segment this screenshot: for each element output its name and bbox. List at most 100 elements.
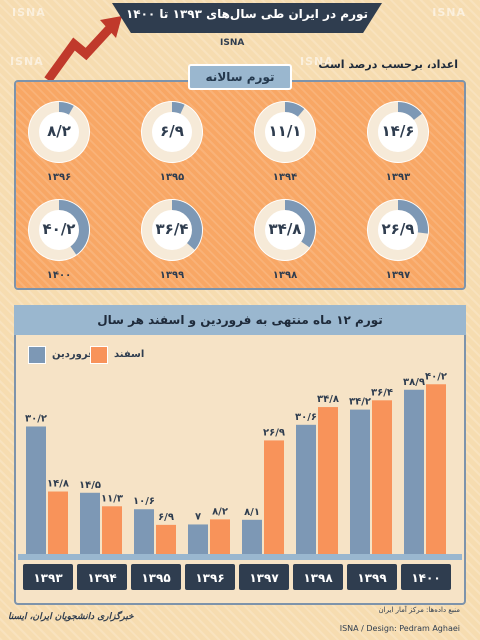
donut-year-0: ۱۳۹۳ [385, 172, 411, 183]
year-tab-3 [185, 564, 235, 590]
bar-esfand-2 [156, 524, 176, 554]
year-label-3: ۱۳۹۶ [195, 571, 224, 585]
year-tab-6 [347, 564, 397, 590]
donut-0 [367, 101, 429, 163]
year-label-0: ۱۳۹۳ [33, 571, 63, 585]
donut-year-5: ۱۳۹۸ [272, 270, 298, 281]
bar-esfand-6 [372, 400, 392, 554]
donut-value-2: ۶/۹ [160, 122, 184, 140]
donut-arc-1 [255, 102, 315, 162]
donut-year-7: ۱۴۰۰ [46, 270, 72, 281]
bar-label-esfand-6: ۳۶/۴ [371, 387, 393, 398]
bar-esfand-3 [210, 519, 230, 554]
bar-label-esfand-4: ۲۶/۹ [263, 427, 285, 438]
watermark-mid-right: ISNA [300, 55, 334, 68]
donut-arc-7 [29, 200, 89, 260]
year-label-4: ۱۳۹۷ [249, 571, 279, 585]
bar-farvardin-2 [134, 509, 154, 554]
page-title: تورم در ایران طی سال‌های ۱۳۹۳ تا ۱۴۰۰ [125, 7, 369, 21]
donut-value-1: ۱۱/۱ [268, 122, 302, 140]
watermark-top-left: ISNA [12, 6, 46, 19]
donut-arc-5 [255, 200, 315, 260]
donut-arc-3 [29, 102, 89, 162]
legend-label-farvardin: فروردین [52, 349, 95, 360]
title-banner [112, 3, 382, 33]
donut-value-3: ۸/۲ [47, 122, 71, 140]
donut-6 [141, 199, 203, 261]
year-label-7: ۱۴۰۰ [411, 571, 440, 585]
legend-swatch-farvardin [28, 346, 46, 364]
design-credit: ISNA / Design: Pedram Aghaei [339, 624, 460, 633]
donut-value-0: ۱۴/۶ [381, 122, 415, 140]
year-label-5: ۱۳۹۸ [303, 571, 333, 585]
bar-farvardin-0 [26, 426, 46, 554]
donut-4 [367, 199, 429, 261]
isna-tag: ISNA [220, 38, 245, 48]
bar-farvardin-6 [350, 409, 370, 554]
page-subtitle: اعداد، برحسب درصد است [318, 58, 458, 71]
bar-label-esfand-1: ۱۱/۳ [101, 493, 123, 504]
year-tab-4 [239, 564, 289, 590]
donut-arc-4 [368, 200, 428, 260]
annual-panel-title: تورم سالانه [188, 64, 292, 90]
donut-2 [141, 101, 203, 163]
bar-label-esfand-2: ۶/۹ [158, 512, 174, 523]
bar-farvardin-7 [404, 389, 424, 554]
monthly-panel-title: تورم ۱۲ ماه منتهی به فروردین و اسفند هر … [14, 305, 466, 335]
year-tab-2 [131, 564, 181, 590]
bar-label-farvardin-0: ۳۰/۲ [25, 413, 47, 424]
donut-value-6: ۳۶/۴ [155, 220, 189, 238]
bar-label-farvardin-2: ۱۰/۶ [133, 496, 155, 507]
bar-esfand-4 [264, 440, 284, 554]
donut-year-4: ۱۳۹۷ [385, 270, 411, 281]
source-note: منبع داده‌ها: مرکز آمار ایران [378, 606, 460, 614]
year-label-2: ۱۳۹۵ [141, 571, 170, 585]
bar-farvardin-4 [242, 519, 262, 554]
donut-7 [28, 199, 90, 261]
bar-label-farvardin-6: ۳۴/۲ [349, 397, 371, 408]
agency-credit: خبرگزاری دانشجویان ایران، ایسنا [8, 612, 134, 622]
bar-label-esfand-5: ۳۴/۸ [317, 394, 339, 405]
bar-label-farvardin-4: ۸/۱ [244, 507, 260, 518]
baseline-strip [18, 554, 462, 560]
bar-farvardin-5 [296, 424, 316, 554]
donut-year-2: ۱۳۹۵ [159, 172, 185, 183]
bar-label-farvardin-1: ۱۴/۵ [79, 480, 101, 491]
donut-year-6: ۱۳۹۹ [159, 270, 185, 281]
year-tab-0 [23, 564, 73, 590]
bar-farvardin-1 [80, 492, 100, 554]
bar-esfand-7 [426, 384, 446, 554]
bar-label-esfand-0: ۱۴/۸ [47, 479, 69, 490]
donut-arc-2 [142, 102, 202, 162]
donut-year-3: ۱۳۹۶ [46, 172, 72, 183]
bar-label-esfand-3: ۸/۲ [212, 506, 228, 517]
year-tab-1 [77, 564, 127, 590]
donut-3 [28, 101, 90, 163]
bar-chart: ۳۰/۲ ۱۴/۸ ۱۳۹۳ ۱۴/۵۱۱/۳ ۱۳۹۴ ۱۰/۶۶/۹ ۱۳۹۵ ۷ ۸/۲ ۱… [18, 371, 462, 590]
watermark-top-right: ISNA [432, 6, 466, 19]
legend-label-esfand: اسفند [114, 349, 145, 360]
bar-farvardin-3 [188, 524, 208, 554]
bar-label-farvardin-5: ۳۰/۶ [295, 412, 317, 423]
bar-label-farvardin-7: ۳۸/۹ [403, 377, 425, 388]
donut-value-4: ۲۶/۹ [381, 220, 415, 238]
year-tab-5 [293, 564, 343, 590]
donut-value-5: ۳۴/۸ [268, 220, 302, 238]
bar-esfand-0 [48, 491, 68, 554]
bar-label-farvardin-3: ۷ [195, 511, 201, 522]
donut-5 [254, 199, 316, 261]
year-label-1: ۱۳۹۴ [87, 571, 116, 585]
year-tab-7 [401, 564, 451, 590]
year-label-6: ۱۳۹۹ [357, 571, 387, 585]
bar-esfand-5 [318, 407, 338, 554]
donut-1 [254, 101, 316, 163]
legend-swatch-esfand [90, 346, 108, 364]
donut-year-1: ۱۳۹۴ [272, 172, 298, 183]
donut-arc-6 [142, 200, 202, 260]
donut-value-7: ۴۰/۲ [42, 220, 76, 238]
bar-esfand-1 [102, 506, 122, 554]
watermark-mid-left: ISNA [10, 55, 44, 68]
donut-arc-0 [368, 102, 428, 162]
rising-arrow-icon [44, 16, 122, 83]
